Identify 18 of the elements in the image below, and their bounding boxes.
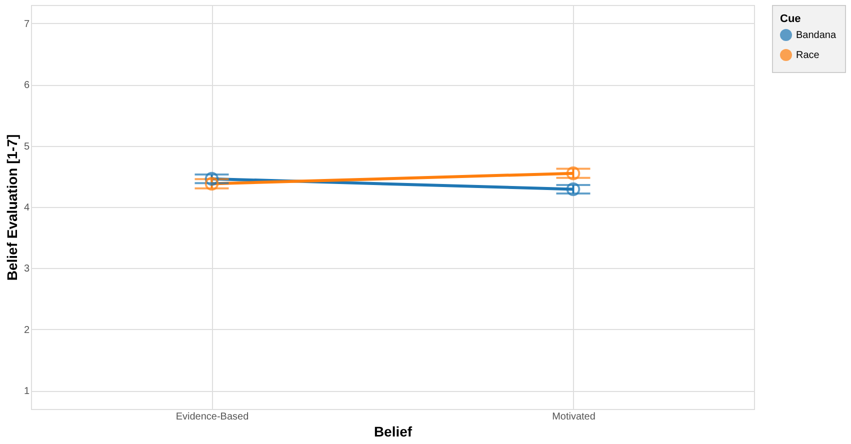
y-tick-label: 3: [24, 264, 30, 275]
legend-label: Bandana: [796, 30, 836, 41]
point: [566, 166, 580, 180]
legend-title: Cue: [780, 13, 801, 25]
x-axis-title: Belief: [374, 424, 412, 440]
point: [204, 172, 219, 186]
legend-label: Race: [796, 50, 820, 61]
y-tick-label: 7: [24, 18, 30, 30]
y-tick-label: 5: [24, 141, 30, 152]
y-tick-label: 1: [24, 386, 30, 398]
y-tick-label: 6: [24, 80, 30, 92]
y-axis-title: Belief Evaluation [1-7]: [4, 134, 20, 281]
x-tick-label: Motivated: [552, 412, 596, 422]
point: [566, 182, 580, 196]
point: [204, 176, 219, 191]
y-tick-label: 2: [24, 324, 30, 336]
y-tick-label: 4: [24, 202, 30, 214]
x-tick-label: Evidence-Based: [176, 412, 249, 422]
